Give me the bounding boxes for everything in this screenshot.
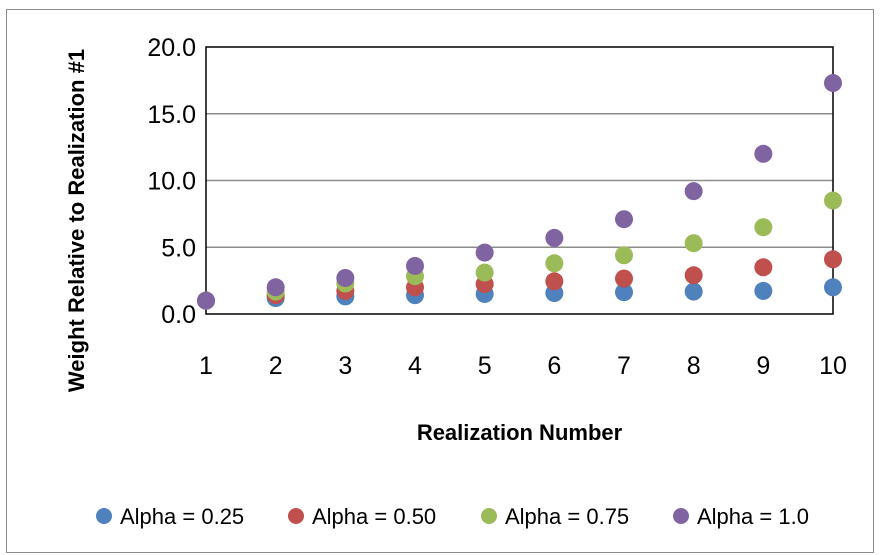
data-point [684,282,703,301]
data-point [824,278,842,297]
x-tick-label: 7 [617,352,631,380]
x-tick-label: 9 [756,352,770,380]
series-1 [197,278,842,310]
data-point [754,258,773,277]
x-tick-label: 3 [338,352,352,380]
y-axis-ticks: 0.0 5.0 10.0 15.0 20.0 [147,34,196,329]
series-2 [197,250,842,310]
x-tick-label: 10 [819,352,847,380]
y-tick-label: 20.0 [147,34,196,62]
legend-marker [673,508,689,524]
legend-label: Alpha = 1.0 [697,504,809,529]
x-tick-label: 8 [687,352,701,380]
x-tick-label: 4 [408,352,422,380]
legend-marker [481,508,497,524]
data-point [754,218,773,237]
data-point [754,281,773,300]
data-point [824,191,842,210]
data-point [615,246,633,265]
y-tick-label: 0.0 [161,301,196,329]
x-tick-label: 2 [269,352,283,380]
y-tick-label: 15.0 [147,101,196,129]
plot-area-border [205,46,834,315]
data-point [545,228,564,247]
legend-item: Alpha = 0.75 [481,504,629,529]
data-point [824,250,842,269]
data-point [197,291,215,310]
y-axis-title: Weight Relative to Realization #1 [64,49,89,392]
data-point [615,269,633,288]
data-point [684,234,703,253]
chart-area: 0.0 5.0 10.0 15.0 20.0 1 2 3 4 5 6 7 8 9 10 Weight Re… [6,9,874,553]
series-4 [197,74,842,310]
data-point [336,268,355,287]
data-point [684,182,703,201]
legend: Alpha = 0.25 Alpha = 0.50 Alpha = 0.75 Alph… [96,504,809,529]
data-point [545,272,564,291]
data-point [545,254,564,273]
x-axis-title: Realization Number [417,420,623,445]
data-point [824,74,842,93]
data-point [475,263,494,282]
y-tick-label: 5.0 [161,234,196,262]
data-point [475,243,494,262]
x-tick-label: 5 [478,352,492,380]
gridlines [206,113,833,248]
legend-item: Alpha = 0.50 [288,504,436,529]
x-axis-ticks: 1 2 3 4 5 6 7 8 9 10 [199,352,847,380]
data-point [615,283,633,302]
data-markers [197,74,842,310]
data-point [406,256,424,275]
legend-marker [288,508,304,524]
legend-label: Alpha = 0.50 [312,504,436,529]
data-point [266,278,285,297]
y-tick-label: 10.0 [147,168,196,196]
data-point [754,144,773,163]
legend-item: Alpha = 0.25 [96,504,244,529]
data-point [615,210,633,229]
x-tick-label: 1 [199,352,213,380]
x-tick-label: 6 [547,352,561,380]
legend-item: Alpha = 1.0 [673,504,809,529]
series-3 [197,191,842,310]
legend-label: Alpha = 0.25 [120,504,244,529]
data-point [684,266,703,285]
legend-marker [96,508,112,524]
legend-label: Alpha = 0.75 [505,504,629,529]
scatter-chart: 0.0 5.0 10.0 15.0 20.0 1 2 3 4 5 6 7 8 9 10 Weight Re… [64,34,847,529]
